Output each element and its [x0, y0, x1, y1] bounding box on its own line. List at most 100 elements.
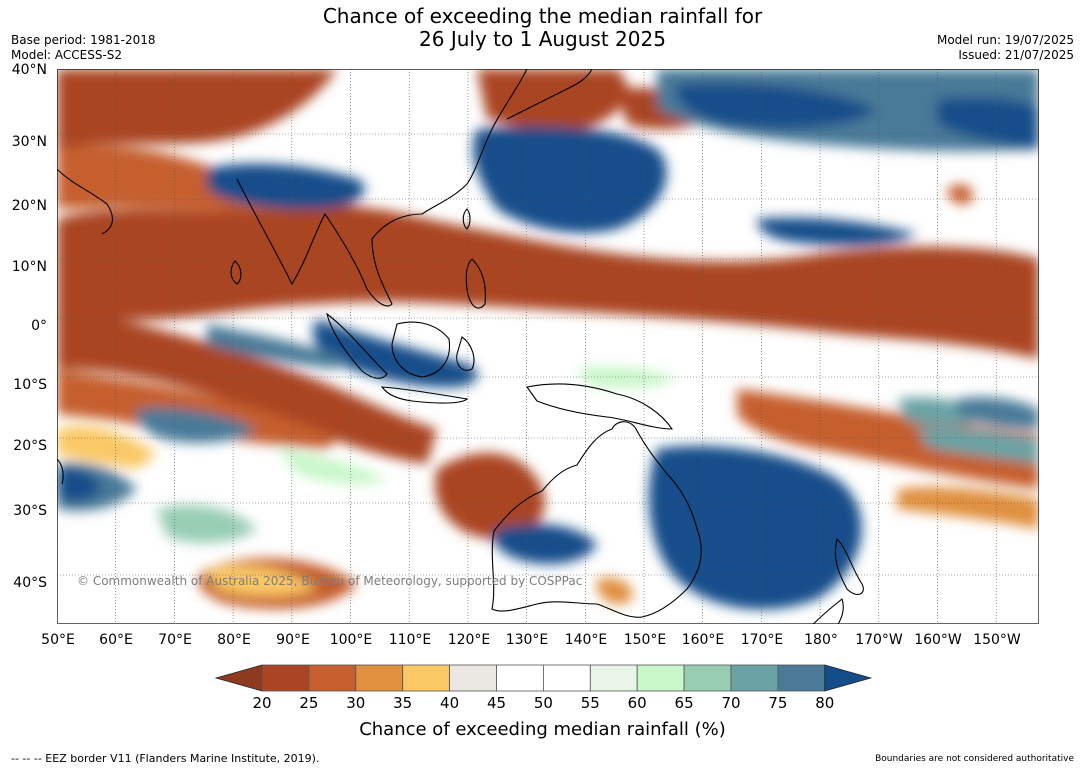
- colorbar-cell: [777, 664, 826, 692]
- lon-label-50e: 50°E: [41, 632, 75, 648]
- field-patch-7: [435, 452, 545, 539]
- field-patch-29: [957, 397, 1039, 429]
- lon-label-100e: 100°E: [329, 632, 373, 648]
- lon-label-130e: 130°E: [505, 632, 549, 648]
- lon-label-170e: 170°E: [740, 632, 784, 648]
- field-patch-8: [737, 389, 1039, 489]
- graticule: [57, 69, 1039, 624]
- colorbar-tick-label: 55: [580, 694, 600, 712]
- lon-label-60e: 60°E: [99, 632, 133, 648]
- field-patch-22: [207, 324, 347, 369]
- coastline-11: [57, 168, 113, 235]
- coastline-4: [526, 383, 674, 430]
- field-patch-13: [597, 577, 633, 605]
- colorbar-tick-label: 70: [721, 694, 741, 712]
- coastline-14: [462, 208, 471, 230]
- lon-label-150w: 150°W: [973, 632, 1021, 648]
- copyright-text: © Commonwealth of Australia 2025, Bureau…: [77, 574, 582, 588]
- colorbar-tick-label: 20: [252, 694, 272, 712]
- coastline-13: [506, 69, 593, 120]
- coastline-5: [391, 321, 451, 378]
- colorbar-label: Chance of exceeding median rainfall (%): [359, 719, 726, 740]
- field-patch-30: [917, 427, 1039, 464]
- lat-label-0: 0°: [31, 318, 47, 334]
- colorbar-cell: [449, 664, 497, 692]
- colorbar-tick-label: 60: [627, 694, 647, 712]
- colorbar-cell: [730, 664, 779, 692]
- colorbar-cell: [355, 664, 404, 692]
- field-patch-0: [57, 204, 1039, 359]
- coastline-8: [456, 336, 475, 371]
- lon-label-170w: 170°W: [855, 632, 903, 648]
- colorbar-tick-label: 35: [393, 694, 413, 712]
- chart-title-line-1: Chance of exceeding the median rainfall …: [322, 4, 763, 28]
- colorbar-tick-label: 80: [815, 694, 835, 712]
- boundaries-note: Boundaries are not considered authoritat…: [875, 754, 1074, 764]
- colorbar-tick-label: 30: [346, 694, 366, 712]
- coastline-7: [380, 386, 469, 404]
- colorbar-low-arrow: [214, 664, 263, 692]
- field-patch-20: [757, 217, 917, 246]
- colorbar-cell: [308, 664, 357, 692]
- colorbar-tick-label: 50: [533, 694, 553, 712]
- coastlines: [57, 69, 864, 624]
- field-patch-33: [277, 449, 387, 485]
- coastline-12: [230, 260, 242, 285]
- map-frame: [57, 69, 1039, 624]
- colorbar-cell: [636, 664, 685, 692]
- field-patch-2: [57, 369, 337, 449]
- field-patch-23: [648, 445, 862, 610]
- lat-label-20n: 20°N: [11, 198, 47, 214]
- colorbar-tick-label: 45: [486, 694, 507, 712]
- colorbar-high-arrow: [824, 664, 873, 692]
- issued-date: Issued: 21/07/2025: [958, 48, 1074, 62]
- lat-label-30n: 30°N: [11, 134, 47, 150]
- field-patch-26: [57, 467, 102, 502]
- coastline-6: [326, 312, 388, 379]
- field-patch-10: [897, 487, 1039, 529]
- colorbar-cell: [402, 664, 450, 692]
- model-name: Model: ACCESS-S2: [11, 48, 123, 62]
- coastline-9: [465, 258, 486, 309]
- lon-label-110e: 110°E: [388, 632, 432, 648]
- field-patch-18: [676, 82, 877, 129]
- colorbar-tick-label: 25: [299, 694, 319, 712]
- field-patch-3: [57, 69, 337, 149]
- colorbar: [214, 664, 873, 692]
- model-run: Model run: 19/07/2025: [936, 33, 1074, 47]
- field-patch-12: [57, 426, 157, 469]
- colorbar-cell: [542, 664, 591, 692]
- meta-right: Model run: 19/07/2025 Issued: 21/07/2025: [937, 33, 1074, 63]
- colorbar-tick-label: 65: [674, 694, 694, 712]
- field-patch-32: [577, 367, 677, 389]
- field-patch-21: [313, 319, 478, 388]
- lat-label-10s: 10°S: [13, 377, 47, 393]
- eez-note: -- -- -- EEZ border V11 (Flanders Marine…: [11, 752, 320, 765]
- lon-label-180: 180°: [804, 632, 838, 648]
- coastline-2: [834, 537, 864, 595]
- lon-label-160w: 160°W: [914, 632, 962, 648]
- colorbar-cell: [683, 664, 732, 692]
- coastline-0: [491, 421, 702, 618]
- probability-fields: [57, 69, 1039, 610]
- colorbar-cell: [261, 664, 310, 692]
- meta-left: Base period: 1981-2018 Model: ACCESS-S2: [11, 33, 156, 63]
- colorbar-cell: [496, 664, 544, 692]
- lon-label-120e: 120°E: [447, 632, 491, 648]
- field-patch-5: [477, 69, 628, 132]
- field-patch-27: [136, 407, 257, 443]
- field-patch-11: [207, 565, 317, 597]
- rainfall-probability-map[interactable]: © Commonwealth of Australia 2025, Bureau…: [57, 69, 1039, 624]
- field-patch-31: [157, 505, 257, 543]
- colorbar-tick-label: 40: [440, 694, 460, 712]
- lat-label-10n: 10°N: [11, 259, 47, 275]
- lon-label-90e: 90°E: [276, 632, 310, 648]
- lon-label-80e: 80°E: [217, 632, 251, 648]
- lat-label-30s: 30°S: [13, 503, 47, 519]
- lon-label-70e: 70°E: [158, 632, 192, 648]
- lat-label-20s: 20°S: [13, 438, 47, 454]
- lon-label-140e: 140°E: [564, 632, 608, 648]
- lat-label-40n: 40°N: [11, 62, 47, 78]
- field-patch-16: [473, 126, 667, 233]
- base-period: Base period: 1981-2018: [11, 33, 156, 47]
